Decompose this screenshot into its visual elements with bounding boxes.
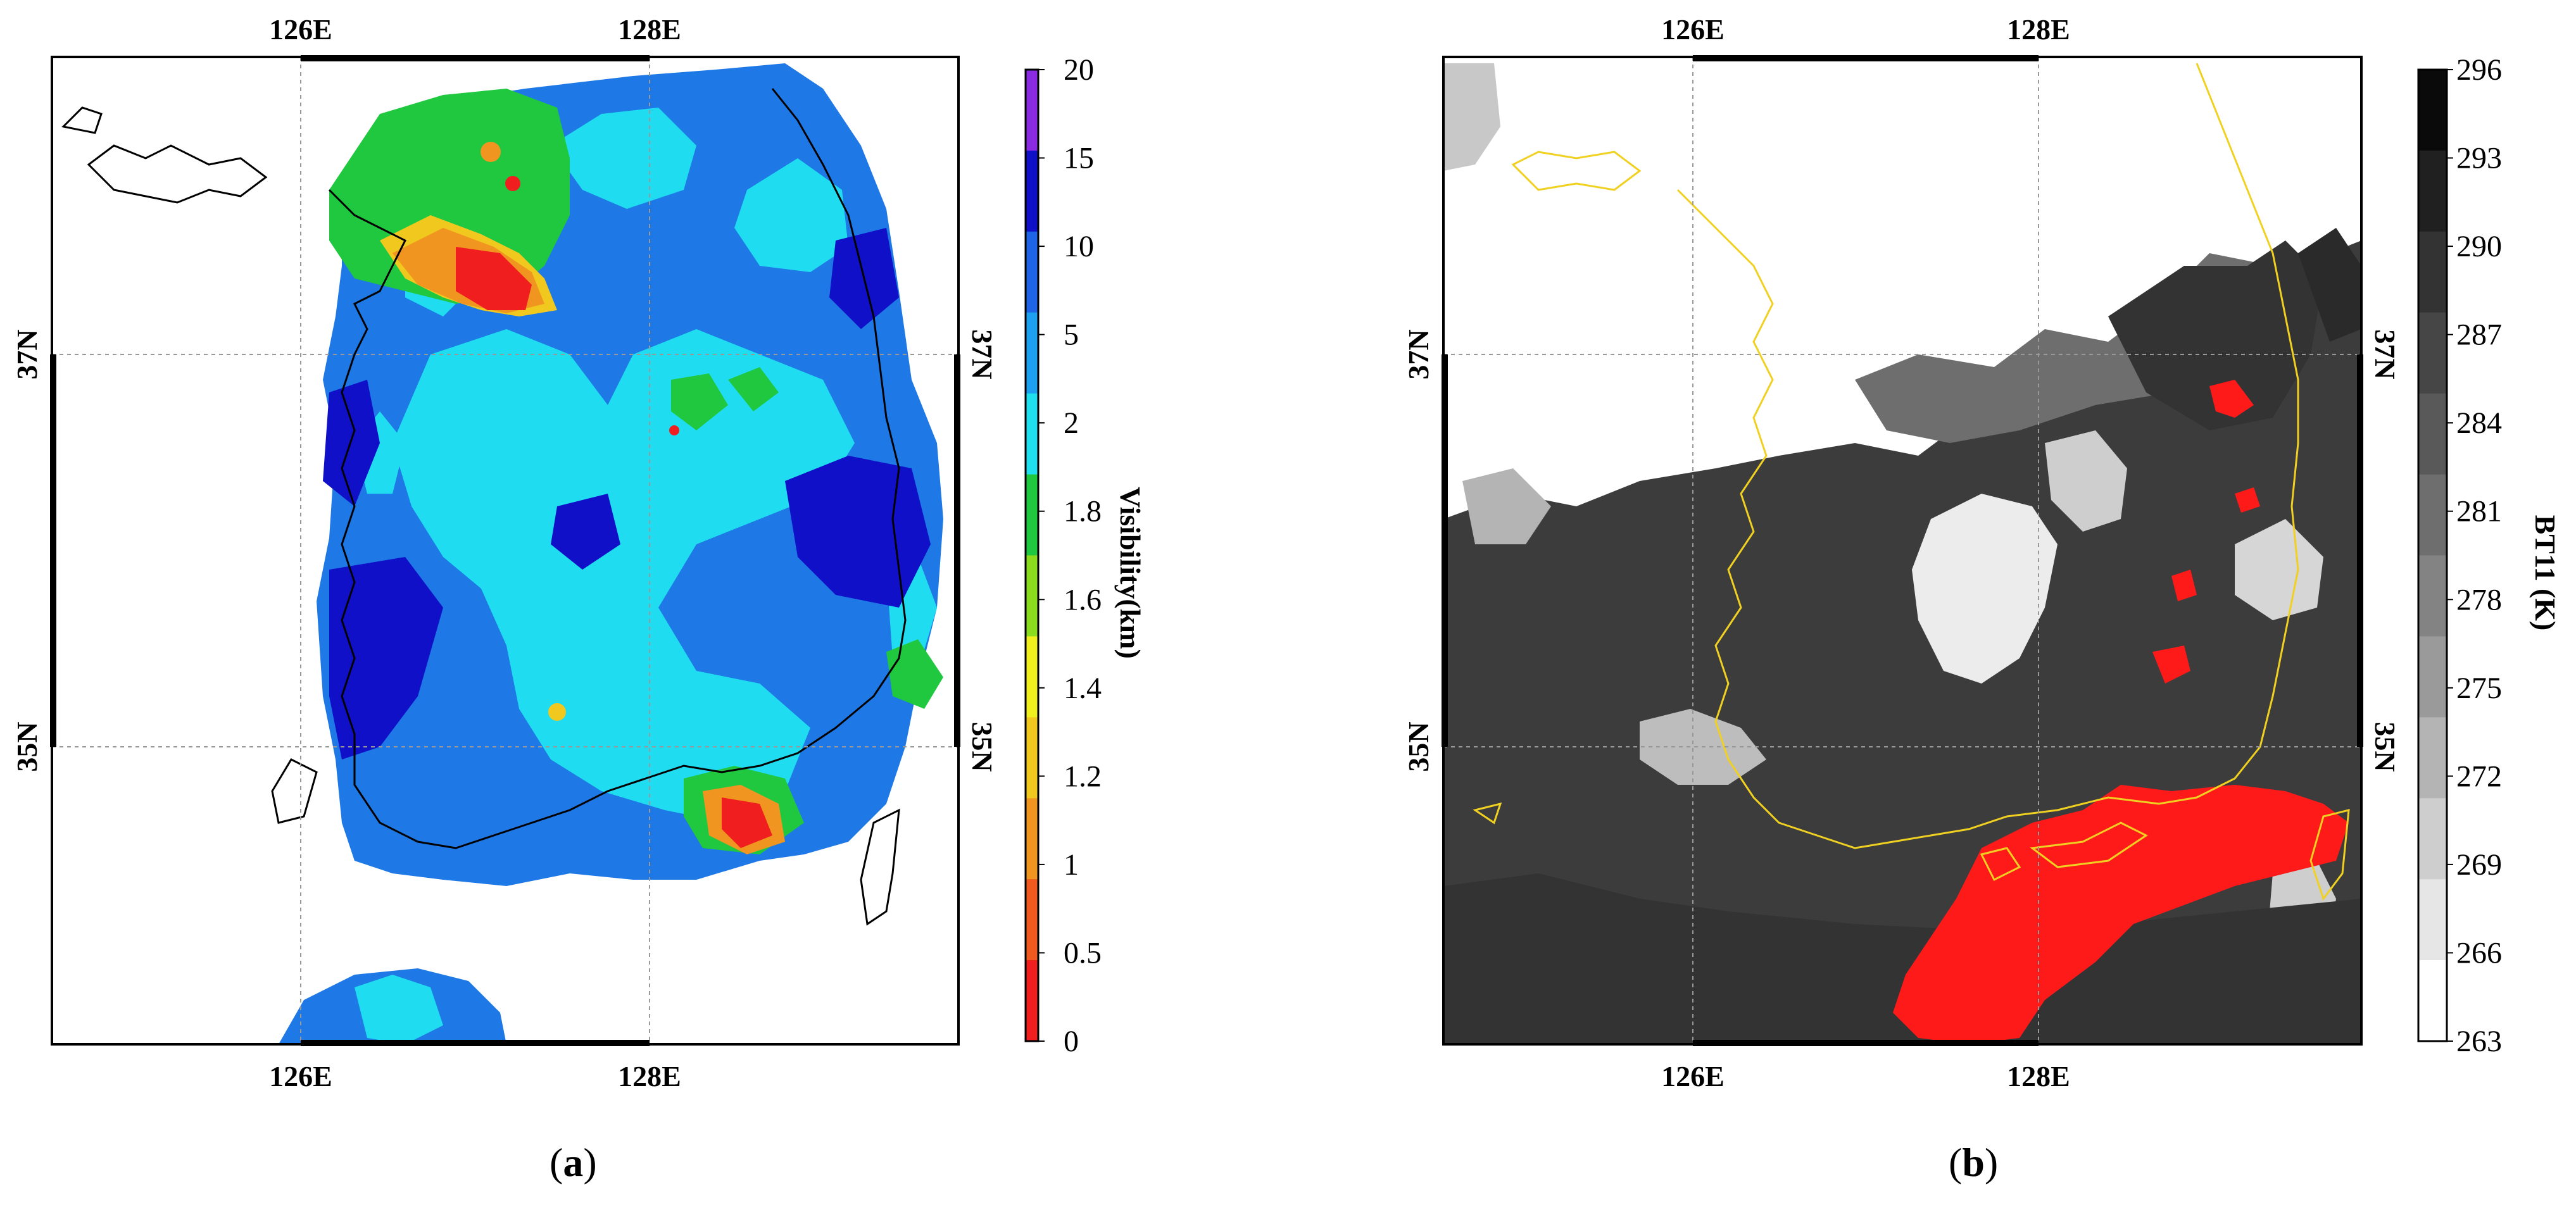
bt11-field bbox=[1443, 63, 2361, 1044]
colorbar-tick-label: 2 bbox=[1064, 406, 1079, 440]
caption-a-open: ( bbox=[550, 1140, 563, 1185]
colorbar-tick-label: 263 bbox=[2456, 1025, 2502, 1058]
colorbar-swatch bbox=[1026, 879, 1038, 961]
lat-tick-right-1: 37N bbox=[966, 329, 998, 379]
panel-a: 126E 128E 126E 128E 37N 35N 37N 35N 20 15… bbox=[0, 0, 1285, 1209]
lat-tick-left-1: 37N bbox=[11, 329, 43, 379]
lon-tick-bottom-2: 128E bbox=[2007, 1060, 2070, 1092]
colorbar-swatch bbox=[1026, 312, 1038, 394]
lat-tick-left-2: 35N bbox=[1402, 722, 1435, 772]
caption-b-close: ) bbox=[1984, 1140, 1999, 1185]
colorbar-swatch bbox=[1026, 636, 1038, 718]
lat-tick-left-2: 35N bbox=[11, 722, 43, 772]
colorbar-swatch bbox=[1026, 717, 1038, 799]
colorbar-b-title: BT11 (K) bbox=[2529, 515, 2561, 631]
colorbar-tick-label: 1.8 bbox=[1064, 495, 1102, 528]
caption-b-open: ( bbox=[1949, 1140, 1963, 1185]
lon-tick-top-1: 126E bbox=[1661, 13, 1725, 46]
colorbar-a-title: Visibility(km) bbox=[1114, 487, 1147, 659]
colorbar-a: 20 15 10 5 2 1.8 1.6 1.4 1.2 1 0.5 0 bbox=[1024, 53, 1102, 1058]
map-b-graticule bbox=[1443, 57, 2361, 1044]
colorbar-tick-label: 1.4 bbox=[1064, 672, 1102, 705]
caption-a-close: ) bbox=[583, 1140, 597, 1185]
colorbar-swatch bbox=[2418, 555, 2447, 637]
colorbar-swatch bbox=[1026, 393, 1038, 475]
colorbar-tick-label: 10 bbox=[1064, 230, 1094, 263]
caption-b: (b) bbox=[1949, 1139, 1998, 1186]
colorbar-swatch bbox=[2418, 231, 2447, 313]
colorbar-swatch bbox=[2418, 960, 2447, 1042]
colorbar-tick-label: 287 bbox=[2456, 318, 2502, 352]
colorbar-swatch bbox=[2418, 70, 2447, 151]
colorbar-tick-label: 281 bbox=[2456, 495, 2502, 528]
colorbar-swatch bbox=[2418, 636, 2447, 718]
colorbar-tick-label: 269 bbox=[2456, 848, 2502, 882]
colorbar-tick-label: 0.5 bbox=[1064, 936, 1102, 970]
colorbar-tick-label: 5 bbox=[1064, 318, 1079, 352]
map-a-graticule bbox=[52, 57, 958, 1044]
colorbar-tick-label: 278 bbox=[2456, 583, 2502, 616]
colorbar-tick-label: 1 bbox=[1064, 848, 1079, 882]
colorbar-tick-label: 272 bbox=[2456, 759, 2502, 793]
lat-tick-right-2: 35N bbox=[966, 722, 998, 772]
colorbar-tick-label: 275 bbox=[2456, 672, 2502, 705]
lon-tick-top-1: 126E bbox=[269, 13, 332, 46]
colorbar-swatch bbox=[2418, 717, 2447, 799]
caption-a-letter: a bbox=[563, 1140, 584, 1185]
lon-tick-bottom-1: 126E bbox=[269, 1060, 332, 1092]
colorbar-tick-label: 0 bbox=[1064, 1025, 1079, 1058]
lon-tick-bottom-2: 128E bbox=[618, 1060, 681, 1092]
lat-tick-left-1: 37N bbox=[1402, 329, 1435, 379]
caption-a: (a) bbox=[550, 1139, 597, 1186]
colorbar-swatch bbox=[1026, 474, 1038, 556]
colorbar-tick-label: 1.6 bbox=[1064, 583, 1102, 616]
colorbar-tick-label: 293 bbox=[2456, 142, 2502, 175]
colorbar-swatch bbox=[2418, 393, 2447, 475]
colorbar-swatch bbox=[2418, 798, 2447, 880]
colorbar-swatch bbox=[2418, 150, 2447, 232]
colorbar-swatch bbox=[1026, 960, 1038, 1042]
colorbar-tick-label: 290 bbox=[2456, 230, 2502, 263]
colorbar-swatch bbox=[1026, 70, 1038, 151]
colorbar-swatch bbox=[1026, 798, 1038, 880]
lon-tick-top-2: 128E bbox=[618, 13, 681, 46]
colorbar-tick-label: 296 bbox=[2456, 53, 2502, 87]
colorbar-swatch bbox=[1026, 231, 1038, 313]
colorbar-border bbox=[2417, 68, 2448, 1042]
colorbar-tick-label: 20 bbox=[1064, 53, 1094, 87]
visibility-field bbox=[61, 63, 943, 1044]
panel-b-svg: 126E 128E 126E 128E 37N 35N 37N 35N 2962… bbox=[1402, 13, 2561, 1092]
lat-tick-right-1: 37N bbox=[2369, 329, 2401, 379]
map-b-axis-bars bbox=[1442, 55, 2363, 1046]
lat-tick-right-2: 35N bbox=[2369, 722, 2401, 772]
colorbar-swatch bbox=[1026, 150, 1038, 232]
panel-b: 126E 128E 126E 128E 37N 35N 37N 35N 296 2… bbox=[1285, 0, 2576, 1209]
colorbar-swatch bbox=[1026, 555, 1038, 637]
colorbar-swatch bbox=[2418, 474, 2447, 556]
colorbar-tick-label: 266 bbox=[2456, 936, 2502, 970]
colorbar-tick-label: 1.2 bbox=[1064, 759, 1102, 793]
lon-tick-top-2: 128E bbox=[2007, 13, 2070, 46]
lon-tick-bottom-1: 126E bbox=[1661, 1060, 1725, 1092]
colorbar-swatch bbox=[2418, 312, 2447, 394]
colorbar-swatch bbox=[2418, 879, 2447, 961]
panel-a-svg: 126E 128E 126E 128E 37N 35N 37N 35N 2015… bbox=[11, 13, 1147, 1092]
colorbar-tick-label: 284 bbox=[2456, 406, 2502, 440]
colorbar-tick-label: 15 bbox=[1064, 142, 1094, 175]
caption-b-letter: b bbox=[1962, 1140, 1985, 1185]
colorbar-border bbox=[1024, 68, 1040, 1042]
colorbar-b: 296 293 290 287 284 281 278 275 272 269 266 263 bbox=[2417, 53, 2502, 1058]
map-a-axis-bars bbox=[50, 55, 960, 1046]
